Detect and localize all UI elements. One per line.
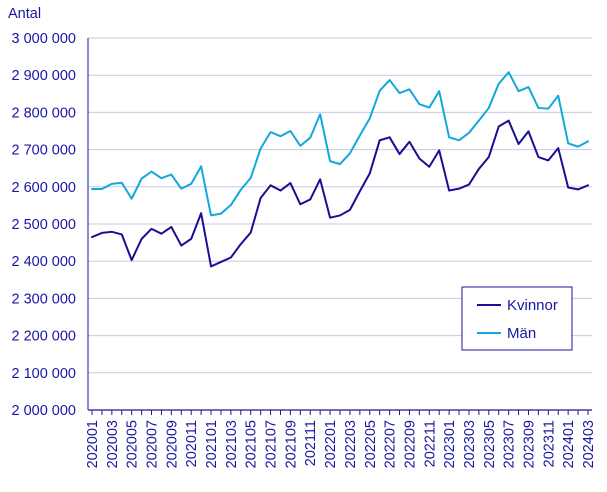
y-tick-label: 2 300 000 [11,291,76,307]
x-tick-label: 202301 [442,420,458,468]
y-tick-label: 2 000 000 [11,403,76,419]
x-tick-label: 202311 [541,420,557,467]
y-tick-label: 2 700 000 [11,143,76,159]
series-lines [91,71,589,268]
y-tick-label: 2 900 000 [11,68,76,84]
x-tick-label: 202103 [224,420,240,468]
series-line-kvinnor [91,119,589,268]
x-tick-label: 202207 [383,420,399,468]
x-tick-label: 202109 [283,420,299,468]
x-tick-label: 202111 [303,420,319,466]
y-tick-label: 2 200 000 [11,329,76,345]
y-tick-label: 2 800 000 [11,105,76,121]
x-tick-label: 202303 [462,420,478,468]
x-tick-label: 202205 [363,420,379,468]
y-tick-label: 2 600 000 [11,180,76,196]
y-tick-label: 2 500 000 [11,217,76,233]
x-tick-label: 202309 [521,420,537,468]
x-tick-label: 202005 [125,420,141,468]
legend-label: Män [507,325,536,342]
x-tick-label: 202007 [145,420,161,468]
x-tick-label: 202211 [422,420,438,467]
legend-box [461,286,573,351]
x-tick-label: 202209 [402,420,418,468]
x-tick-label: 202009 [164,420,180,468]
axes: 2 000 000 2 100 000 2 200 000 2 300 000 2 40… [8,6,597,468]
y-tick-label: 3 000 000 [11,31,76,47]
grid-lines [88,37,592,374]
legend-label: Kvinnor [507,297,558,314]
x-tick-label: 202011 [184,420,200,467]
x-tick-label: 202003 [105,420,121,468]
x-tick-label: 202101 [204,420,220,468]
x-tick-label: 202401 [561,420,577,468]
x-tick-label: 202307 [502,420,518,468]
legend: Kvinnor Män [461,286,573,351]
x-tick-label: 202305 [482,420,498,468]
series-line-män [91,71,589,217]
x-tick-label: 202201 [323,420,339,468]
x-tick-label: 202203 [343,420,359,468]
x-tick-label: 202105 [244,420,260,468]
y-axis-title: Antal [8,6,41,22]
x-tick-label: 202001 [85,420,101,468]
x-tick-label: 202107 [264,420,280,468]
y-tick-label: 2 400 000 [11,254,76,270]
y-tick-label: 2 100 000 [11,366,76,382]
x-tick-label: 202403 [581,420,597,468]
